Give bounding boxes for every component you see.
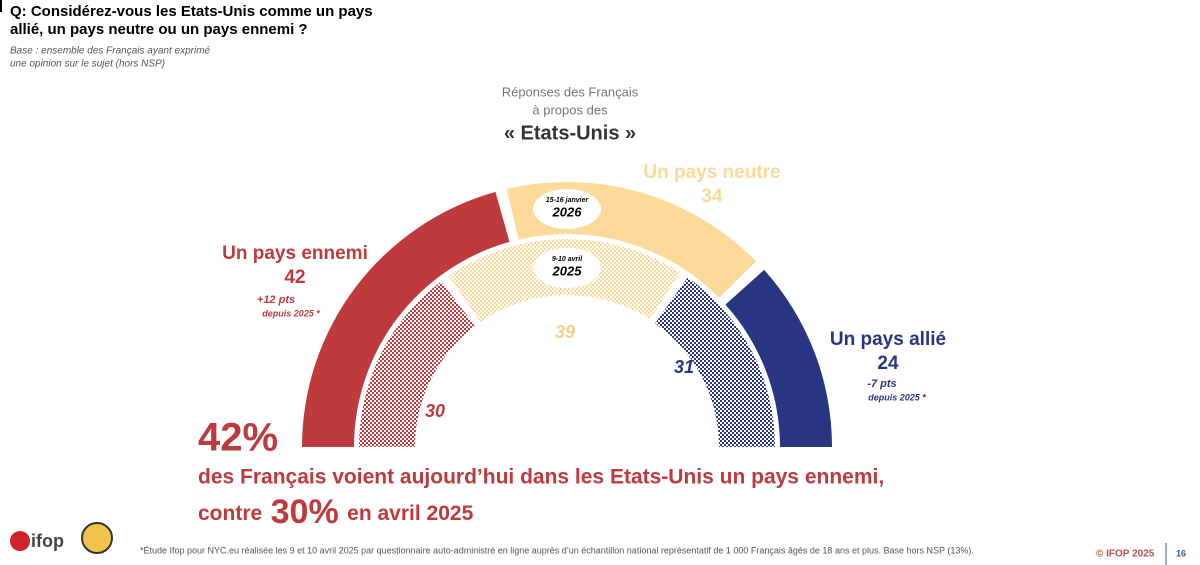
chart-title: Réponses des Français [502, 84, 639, 99]
change-note: depuis 2025 * [868, 392, 926, 402]
copyright: © IFOP 2025 [1096, 549, 1155, 560]
logo-mark [10, 531, 30, 551]
change-note: -7 pts [867, 378, 896, 390]
category-label: Un pays allié [830, 329, 946, 350]
headline-text: contre 30% en avril 2025 [198, 493, 474, 531]
headline-text: en avril 2025 [347, 502, 473, 525]
value-label: 42 [284, 267, 305, 288]
base-note: une opinion sur le sujet (hors NSP) [10, 59, 165, 70]
change-note: +12 pts [257, 294, 295, 306]
chart-title: « Etats-Unis » [504, 122, 636, 144]
base-note: Base : ensemble des Français ayant expri… [10, 46, 211, 57]
labels: Un pays ennemi 42 Un pays neutre 34 Un pays … [222, 162, 946, 421]
ring-segment [302, 191, 510, 447]
headline-text: contre [198, 502, 262, 525]
question: Q: Considérez-vous les Etats-Unis comme … [10, 3, 373, 20]
headline-text: des Français voient aujourd’hui dans les… [198, 466, 884, 489]
question: allié, un pays neutre ou un pays ennemi … [10, 21, 308, 38]
footnote: *Étude Ifop pour NYC.eu réalisée les 9 e… [140, 545, 974, 555]
value-label: 39 [555, 322, 575, 342]
date-bubble [533, 189, 601, 229]
ring-segment [359, 281, 475, 447]
ring-year: 2026 [552, 204, 583, 219]
headline-number: 42% [198, 416, 278, 460]
chart-title: à propos des [532, 102, 608, 117]
ring-date: 9-10 avril [552, 256, 583, 263]
ring-date: 15-16 janvier [546, 197, 590, 204]
value-label: 30 [425, 401, 445, 421]
value-label: 31 [674, 357, 694, 377]
ring-segment [725, 269, 832, 447]
value-label: 24 [877, 353, 899, 374]
category-label: Un pays ennemi [222, 243, 368, 264]
value-label: 34 [701, 186, 723, 207]
page-number: 16 [1176, 548, 1186, 558]
change-note: depuis 2025 * [262, 308, 320, 318]
category-label: Un pays neutre [643, 162, 780, 183]
ring-segment [655, 277, 775, 447]
logo: ifop [31, 531, 64, 551]
headline-number: 30% [271, 493, 339, 531]
partner-logo [81, 522, 113, 554]
ring-year: 2025 [552, 263, 583, 278]
date-bubble [533, 248, 601, 288]
